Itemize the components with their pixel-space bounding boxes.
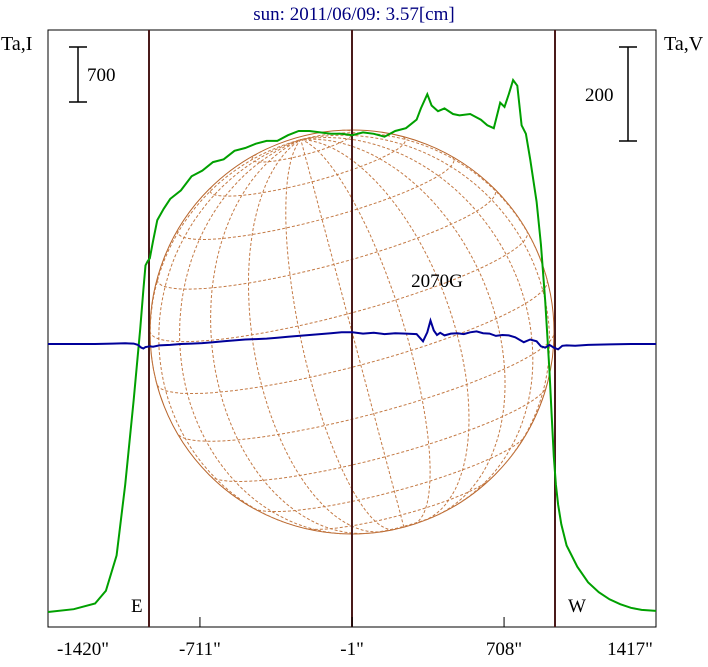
- longitude-line: [149, 139, 301, 385]
- latitude-line: [209, 135, 406, 197]
- x-tick-label: -711": [179, 639, 221, 660]
- latitude-line: [365, 513, 441, 534]
- latitude-line: [304, 478, 491, 530]
- longitude-line: [247, 139, 384, 533]
- longitude-line: [300, 139, 431, 525]
- longitude-line: [300, 138, 506, 515]
- chart-title: sun: 2011/06/09: 3.57[cm]: [253, 4, 454, 25]
- annotation-label: 2070G: [411, 271, 463, 292]
- longitude-line: [210, 139, 368, 535]
- left-axis-label: Ta,I: [1, 33, 32, 55]
- left-scale-bar-label: 700: [87, 65, 116, 86]
- longitude-line: [300, 132, 548, 281]
- longitude-line: [179, 139, 341, 535]
- longitude-line: [285, 139, 394, 531]
- solar-disk-grid: [149, 129, 555, 535]
- latitude-line: [156, 281, 548, 394]
- series-line-stokes-v: [48, 317, 656, 351]
- latitude-line: [177, 156, 455, 241]
- series-line-stokes-i: [47, 77, 657, 613]
- x-tick-label: -1": [340, 639, 364, 660]
- left-scale-bar: [69, 46, 87, 103]
- x-tick-label: 708": [486, 639, 522, 660]
- east-limb-label: E: [131, 596, 143, 617]
- x-axis: -1420" -711" -1" 708" 1417": [47, 617, 657, 660]
- longitude-line: [300, 139, 405, 528]
- x-tick-label: 1417": [607, 639, 653, 660]
- longitude-line: [300, 134, 551, 464]
- longitude-line: [300, 139, 470, 522]
- longitude-line: [300, 136, 534, 502]
- right-axis-label: Ta,V: [664, 33, 704, 55]
- latitude-line: [209, 386, 547, 483]
- longitude-line: [158, 139, 301, 523]
- latitude-line: [149, 230, 529, 343]
- latitude-line: [178, 334, 555, 442]
- right-scale-bar-label: 200: [585, 85, 614, 106]
- right-scale-bar: [619, 46, 637, 142]
- west-limb-label: W: [568, 596, 586, 617]
- x-tick-label: -1420": [57, 639, 109, 660]
